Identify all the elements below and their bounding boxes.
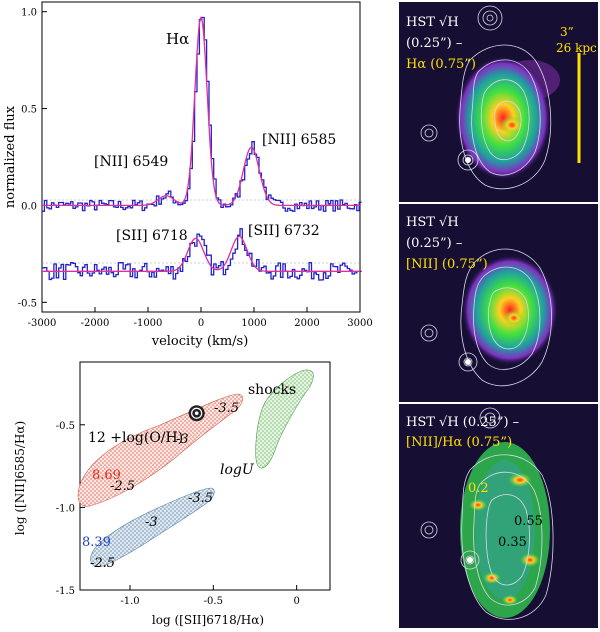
label-u-high-3: -2.5 (110, 479, 135, 494)
spectrum-fit-upper (42, 16, 360, 207)
spectrum-xlabel: velocity (km/s) (151, 334, 249, 349)
low-metallicity-grid (90, 487, 215, 567)
image-panel-ha: HST √H (0.25”) – Hα (0.75”) 3” 26 kpc (399, 2, 598, 202)
panel1-emission (455, 56, 551, 180)
panel2-title-1: HST √H (406, 215, 459, 230)
data-point-center (194, 411, 199, 416)
label-u-low-2: -3 (145, 515, 158, 530)
label-z-low: 8.39 (82, 535, 111, 550)
label-u-high-1: -3.5 (214, 401, 239, 416)
panel1-title-2: (0.25”) – (406, 36, 462, 51)
panel3-emission (460, 442, 550, 618)
diagnostic-xtick-label: -1.0 (120, 596, 139, 607)
panel1-star (465, 157, 471, 163)
spectrum-ytick-label: -0.5 (18, 298, 37, 309)
ratio-label-3: 0.35 (498, 535, 527, 550)
data-point-ring (191, 407, 203, 419)
spectrum-ytick-label: 0.5 (21, 105, 37, 116)
data-point-group (188, 405, 205, 422)
label-nii6585: [NII] 6585 (262, 132, 336, 148)
diagnostic-ytick-label: -1.5 (56, 586, 75, 597)
diagnostic-xtick-label: 0 (293, 596, 299, 607)
spectrum-ytick-label: 0.0 (21, 201, 37, 212)
diagnostic-ytick-label: -1.0 (56, 503, 75, 514)
high-metallicity-grid (77, 393, 244, 507)
panel2-title-2: (0.25”) – (406, 236, 462, 251)
spectrum-panel: -3000 -2000 -1000 0 1000 2000 3000 1.0 0.5 0.0 -0… (3, 1, 373, 349)
diagnostic-frame (79, 361, 331, 591)
label-metallicity: 12 +log(O/H) (88, 430, 183, 446)
scale-angle: 3” (560, 25, 574, 39)
spectrum-ylabel: normalized flux (3, 105, 18, 208)
label-nii6549: [NII] 6549 (94, 154, 168, 170)
spectrum-xtick-label: -2000 (81, 318, 110, 329)
label-sii6732: [SII] 6732 (248, 223, 320, 239)
spectrum-xtick-label: 1000 (241, 318, 266, 329)
label-shocks: shocks (248, 382, 296, 398)
panel1-contours (420, 5, 552, 190)
ratio-label-2: 0.55 (514, 514, 543, 529)
ratio-label-1: 0.2 (468, 481, 489, 496)
spectrum-ytick-label: 1.0 (21, 8, 37, 19)
panel2-emission (462, 255, 558, 365)
panel3-title-2: [NII]/Hα (0.75”) (406, 435, 512, 450)
spectrum-xtick-label: 2000 (294, 318, 319, 329)
panel2-star (465, 359, 471, 365)
spectrum-frame (41, 1, 361, 313)
label-ha: Hα (166, 30, 189, 48)
spectrum-xtick-label: -1000 (134, 318, 163, 329)
diagnostic-ylabel: log ([NII]6585/Hα) (13, 421, 27, 535)
scale-kpc: 26 kpc (556, 41, 597, 55)
spectrum-fit-lower (42, 235, 360, 272)
spectrum-xtick-label: -3000 (28, 318, 57, 329)
image-panel-ratio: HST √H (0.25”) – [NII]/Hα (0.75”) 0.2 0.… (399, 404, 598, 628)
panel1-title-1: HST √H (406, 15, 459, 30)
diagnostic-xlabel: log ([SII]6718/Hα) (152, 613, 264, 627)
shock-region (255, 369, 314, 469)
diagnostic-panel: -1.0 -0.5 0 -0.5 -1.0 -1.5 shocks 12 +log(O/… (13, 361, 331, 627)
diagnostic-xtick-label: -0.5 (204, 596, 223, 607)
label-u-low-3: -2.5 (90, 556, 115, 571)
diagnostic-ytick-label: -0.5 (56, 421, 75, 432)
image-panel-nii: HST √H (0.25”) – [NII] (0.75”) (399, 204, 598, 402)
panel2-title-3: [NII] (0.75”) (406, 257, 488, 272)
label-logu: logU (220, 462, 255, 478)
panel1-title-3: Hα (0.75”) (406, 57, 476, 72)
spectrum-xtick-label: 0 (198, 318, 204, 329)
panel3-title-1: HST √H (0.25”) – (406, 415, 519, 430)
label-u-high-2: -3 (176, 432, 189, 447)
panel3-star (467, 557, 473, 563)
label-sii6718: [SII] 6718 (116, 228, 188, 244)
panel3-contours (420, 407, 554, 620)
spectrum-xtick-label: 3000 (347, 318, 372, 329)
panel2-contours (420, 248, 552, 387)
label-u-low-1: -3.5 (188, 491, 213, 506)
spectrum-observed-upper (42, 16, 362, 212)
label-z-high: 8.69 (92, 468, 121, 483)
